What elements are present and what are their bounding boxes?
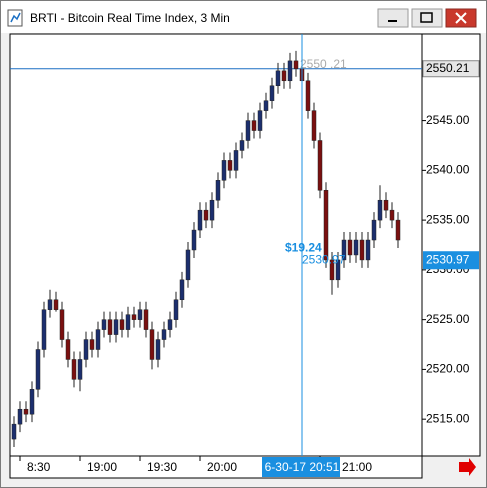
chart-layer: 2515.002520.002525.002530.002535.002540.… <box>10 34 480 477</box>
scroll-right-arrow[interactable] <box>459 458 476 476</box>
candle-body <box>59 309 65 340</box>
candle-body <box>101 319 107 330</box>
candle-body <box>257 110 263 131</box>
candle-body <box>89 339 95 350</box>
candle-body <box>305 80 311 111</box>
crosshair-time-label: 6-30-17 20:51 <box>265 460 340 474</box>
candle-body <box>95 329 101 350</box>
candle-body <box>113 319 119 335</box>
y-tick-label: 2525.00 <box>426 312 470 326</box>
candle-body <box>53 299 59 310</box>
candle-body <box>209 199 215 221</box>
x-tick-label: 8:30 <box>27 460 51 474</box>
candle-body <box>47 299 53 310</box>
candle-body <box>371 219 377 241</box>
price-axis <box>421 33 481 457</box>
crosshair-price-label: 2530.97 <box>426 252 470 266</box>
candle-body <box>125 314 131 330</box>
candle-body <box>233 150 239 171</box>
candle-body <box>185 249 191 281</box>
y-tick-label: 2545.00 <box>426 113 470 127</box>
candle-body <box>161 329 167 340</box>
candle-body <box>239 140 245 151</box>
candle-body <box>347 239 353 256</box>
y-tick-label: 2515.00 <box>426 411 470 425</box>
candle-body <box>341 239 347 261</box>
x-tick-label: 21:00 <box>342 460 372 474</box>
candle-body <box>137 309 143 320</box>
x-tick-label: 19:30 <box>147 460 177 474</box>
candle-body <box>131 314 137 320</box>
candle-body <box>143 309 149 330</box>
candle-body <box>329 259 335 281</box>
candle-body <box>155 339 161 360</box>
candle-body <box>197 209 203 231</box>
candle-body <box>293 60 299 70</box>
candle-body <box>173 299 179 320</box>
candle-body <box>311 110 317 141</box>
candle-body <box>377 199 383 221</box>
x-tick-label: 19:00 <box>87 460 117 474</box>
window-title: BRTI - Bitcoin Real Time Index, 3 Min <box>30 11 230 25</box>
x-tick-label: 20:00 <box>207 460 237 474</box>
candle-body <box>41 309 47 350</box>
candle-body <box>317 140 323 191</box>
candle-body <box>83 339 89 360</box>
minimize-button[interactable] <box>377 8 409 28</box>
candle-body <box>251 120 257 131</box>
candle-body <box>71 359 77 380</box>
candle-body <box>23 408 29 415</box>
candle-body <box>107 319 113 335</box>
candle-body <box>77 359 83 380</box>
candle-body <box>191 229 197 251</box>
maximize-glyph <box>420 12 433 23</box>
y-tick-label: 2520.00 <box>426 362 470 376</box>
candle-body <box>35 349 41 390</box>
candle-body <box>395 219 401 241</box>
candle-body <box>383 199 389 211</box>
app-icon-glyph <box>10 12 21 23</box>
candle-body <box>17 408 23 425</box>
crosshair-time-box <box>262 457 340 477</box>
candle-body <box>203 209 209 221</box>
candle-body <box>359 239 365 261</box>
crosshair-price-box <box>423 251 479 270</box>
candle-body <box>29 389 35 415</box>
candle-body <box>215 180 221 201</box>
candle-body <box>275 70 281 87</box>
maximize-button[interactable] <box>411 8 443 28</box>
y-tick-label: 2535.00 <box>426 212 470 226</box>
candle-body <box>389 209 395 221</box>
candle-body <box>11 423 17 440</box>
candle-body <box>263 100 269 111</box>
plot-area <box>9 33 423 457</box>
price-line-label: 2550.21 <box>426 61 470 75</box>
candle-body <box>167 319 173 330</box>
candle-body <box>221 160 227 181</box>
candle-body <box>281 70 287 82</box>
crosshair-value-text: 2530.97 <box>302 252 346 266</box>
close-glyph <box>455 12 467 24</box>
candle-body <box>335 259 341 281</box>
y-tick-label: 2540.00 <box>426 163 470 177</box>
candle-body <box>227 160 233 171</box>
candle-body <box>287 60 293 82</box>
candle-body <box>269 85 275 101</box>
candle-body <box>365 239 371 261</box>
candle-body <box>353 239 359 256</box>
candle-body <box>119 319 125 330</box>
candle-body <box>179 279 185 300</box>
candle-body <box>149 329 155 360</box>
candle-body <box>323 190 329 261</box>
candle-body <box>245 120 251 141</box>
crosshair-change: $19.24 <box>285 240 322 254</box>
candle-body <box>65 339 71 360</box>
peak-label: 2550 .21 <box>300 57 347 71</box>
price-line-box <box>422 60 480 78</box>
